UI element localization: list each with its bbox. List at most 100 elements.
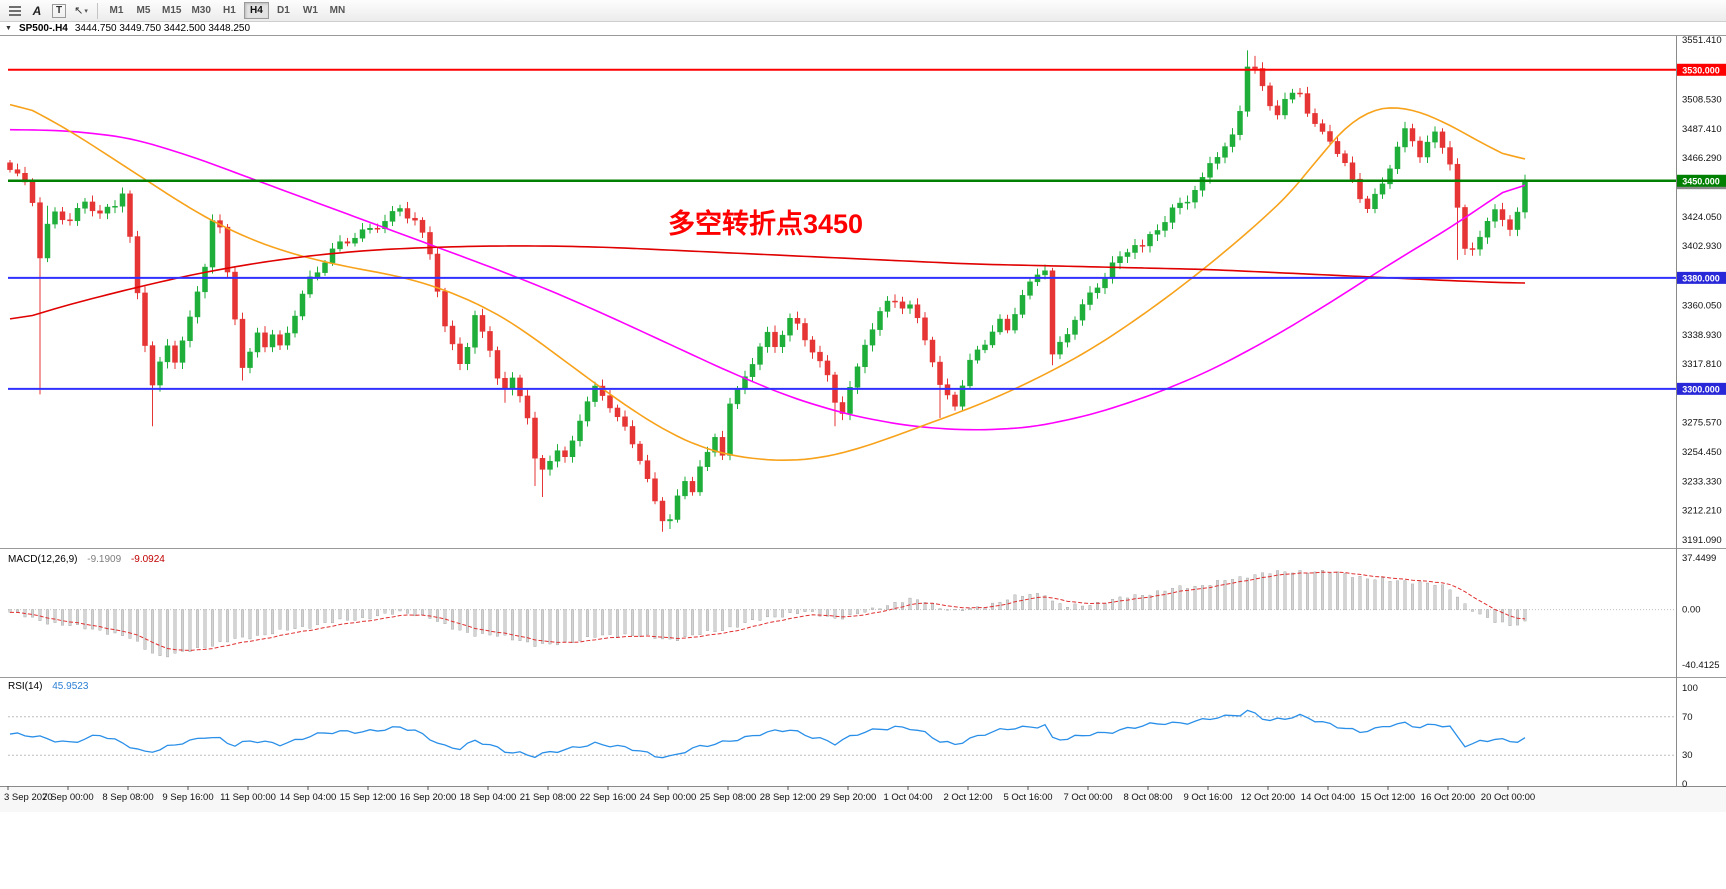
macd-signal-line	[9, 571, 1526, 651]
annotation-text[interactable]: 多空转折点3450	[668, 208, 863, 239]
ohlc-values: 3444.750 3449.750 3442.500 3448.250	[74, 23, 251, 34]
tf-button-mn[interactable]: MN	[329, 5, 346, 16]
cursor-tool-button[interactable]: ↖ ▾	[71, 2, 91, 20]
time-label: 7 Sep 00:00	[42, 792, 93, 803]
price-label: 3424.050	[1682, 212, 1722, 223]
price-line-badge-3300.000: 3300.000	[1677, 382, 1726, 395]
price-line-badge-3380.000: 3380.000	[1677, 271, 1726, 284]
macd-main-value: -9.1909	[87, 554, 122, 565]
svg-text:3380.000: 3380.000	[1682, 273, 1720, 283]
time-label: 1 Oct 04:00	[883, 792, 932, 803]
time-label: 29 Sep 20:00	[820, 792, 877, 803]
price-line-badge-3530.000: 3530.000	[1677, 63, 1726, 76]
symbol-period-label: SP500-.H4	[18, 23, 68, 34]
rsi-axis-label: 100	[1682, 683, 1698, 694]
macd-signal-value: -9.0924	[130, 554, 165, 565]
rsi-pane-label: RSI(14) 45.9523	[8, 681, 88, 692]
price-label: 3233.330	[1682, 476, 1722, 487]
macd-axis-label: 0.00	[1682, 605, 1701, 616]
tf-button-m1[interactable]: M1	[109, 5, 124, 16]
time-axis-strip	[0, 786, 1726, 812]
time-label: 2 Oct 12:00	[943, 792, 992, 803]
macd-histogram	[8, 570, 1527, 658]
time-label: 14 Sep 04:00	[280, 792, 337, 803]
cursor-icon: ↖	[74, 5, 84, 17]
time-label: 16 Sep 20:00	[400, 792, 457, 803]
time-label: 14 Oct 04:00	[1301, 792, 1355, 803]
medium-ma-orange-line	[9, 103, 1526, 461]
svg-text:3300.000: 3300.000	[1682, 384, 1720, 394]
macd-axis-label: 37.4499	[1682, 553, 1716, 564]
font-tool-button[interactable]: A	[27, 2, 47, 20]
time-label: 15 Sep 12:00	[340, 792, 397, 803]
price-label: 3360.050	[1682, 301, 1722, 312]
collapse-arrow-icon[interactable]: ▼	[5, 25, 12, 32]
price-label: 3275.570	[1682, 418, 1722, 429]
svg-text:3530.000: 3530.000	[1682, 65, 1720, 75]
long-ma-red-line	[9, 245, 1526, 320]
price-label: 3551.410	[1682, 35, 1722, 46]
rsi-axis-label: 30	[1682, 750, 1693, 761]
lines-icon	[9, 5, 21, 16]
chart-mode-button[interactable]	[5, 2, 25, 20]
text-t-icon: T	[52, 3, 66, 18]
macd-pane-label: MACD(12,26,9) -9.1909 -9.0924	[8, 554, 165, 565]
tf-button-d1[interactable]: D1	[277, 5, 290, 16]
tf-button-h1[interactable]: H1	[223, 5, 236, 16]
tf-button-w1[interactable]: W1	[302, 5, 318, 16]
macd-axis-labels: 37.4499 0.00 -40.4125	[1682, 553, 1720, 671]
time-label: 20 Oct 00:00	[1481, 792, 1535, 803]
time-label: 25 Sep 08:00	[700, 792, 757, 803]
price-label: 3212.210	[1682, 506, 1722, 517]
price-label: 3338.930	[1682, 330, 1722, 341]
svg-text:3450.000: 3450.000	[1682, 176, 1720, 186]
slow-ma-magenta-line	[9, 128, 1526, 431]
time-label: 16 Oct 20:00	[1421, 792, 1475, 803]
price-axis-labels: 3551.410 3508.530 3487.410 3466.290 3424.050…	[1682, 35, 1722, 546]
price-label: 3487.410	[1682, 124, 1722, 135]
time-label: 18 Sep 04:00	[460, 792, 517, 803]
tf-button-m30[interactable]: M30	[191, 5, 211, 16]
dropdown-caret-icon: ▾	[84, 7, 88, 15]
timeframe-button-group: M1 M5 M15 M30 H1 H4 D1 W1 MN	[103, 2, 351, 19]
price-label: 3317.810	[1682, 359, 1722, 370]
time-label: 15 Oct 12:00	[1361, 792, 1415, 803]
rsi-line	[9, 709, 1526, 759]
time-label: 12 Oct 20:00	[1241, 792, 1295, 803]
time-label: 21 Sep 08:00	[520, 792, 577, 803]
time-label: 28 Sep 12:00	[760, 792, 817, 803]
price-label: 3466.290	[1682, 153, 1722, 164]
top-toolbar: A T ↖ ▾ M1 M5 M15 M30 H1 H4 D1 W1 MN	[0, 0, 1726, 22]
macd-indicator-name: MACD(12,26,9)	[8, 554, 78, 565]
time-label: 11 Sep 00:00	[220, 792, 276, 803]
time-label: 3 Sep 2020	[4, 792, 53, 803]
price-label: 3508.530	[1682, 95, 1722, 106]
tf-button-m15[interactable]: M15	[162, 5, 182, 16]
font-a-icon: A	[32, 3, 42, 18]
price-label: 3254.450	[1682, 447, 1722, 458]
rsi-axis-label: 0	[1682, 779, 1687, 790]
time-label: 7 Oct 00:00	[1063, 792, 1112, 803]
ohlc-strip: ▼ SP500-.H4 3444.750 3449.750 3442.500 3…	[0, 22, 1726, 36]
time-label: 9 Oct 16:00	[1183, 792, 1232, 803]
text-tool-button[interactable]: T	[49, 2, 69, 20]
rsi-indicator-name: RSI(14)	[8, 681, 43, 692]
price-label: 3402.930	[1682, 241, 1722, 252]
time-label: 9 Sep 16:00	[162, 792, 213, 803]
toolbar-separator	[97, 2, 98, 19]
tf-button-m5[interactable]: M5	[136, 5, 151, 16]
time-label: 5 Oct 16:00	[1003, 792, 1052, 803]
price-label: 3191.090	[1682, 535, 1722, 546]
rsi-axis-label: 70	[1682, 712, 1693, 723]
rsi-value: 45.9523	[52, 681, 89, 692]
time-label: 8 Sep 08:00	[102, 792, 153, 803]
tf-button-h4[interactable]: H4	[243, 2, 269, 19]
time-label: 8 Oct 08:00	[1123, 792, 1172, 803]
macd-axis-label: -40.4125	[1682, 660, 1720, 671]
rsi-axis-labels: 100 70 30 0	[1682, 683, 1698, 790]
time-label: 22 Sep 16:00	[580, 792, 637, 803]
time-label: 24 Sep 00:00	[640, 792, 697, 803]
